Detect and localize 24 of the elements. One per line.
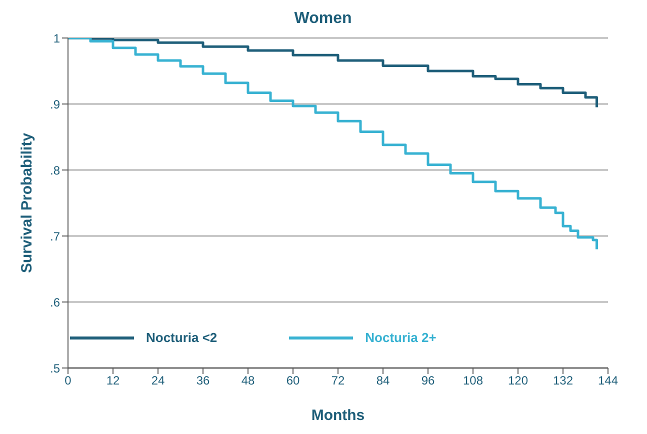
y-tick-label: .8 xyxy=(50,163,60,178)
x-tick-label: 84 xyxy=(376,374,390,388)
x-tick-label: 132 xyxy=(552,374,574,388)
y-tick-label: .6 xyxy=(50,295,60,310)
legend-label: Nocturia <2 xyxy=(144,330,220,345)
x-tick-label: 36 xyxy=(196,374,210,388)
x-axis-title: Months xyxy=(311,407,365,424)
x-tick-label: 108 xyxy=(462,374,484,388)
chart-title: Women xyxy=(293,9,353,28)
y-tick-label: .5 xyxy=(50,361,60,376)
x-tick-label: 60 xyxy=(286,374,300,388)
x-tick-label: 12 xyxy=(106,374,120,388)
legend-label: Nocturia 2+ xyxy=(363,330,438,345)
x-tick-label: 0 xyxy=(64,374,72,388)
y-tick-label: .9 xyxy=(50,97,60,112)
y-tick-label: .7 xyxy=(50,229,60,244)
y-axis-title: Survival Probability xyxy=(18,132,36,273)
x-tick-label: 144 xyxy=(598,374,618,388)
x-tick-label: 72 xyxy=(331,374,345,388)
x-tick-label: 120 xyxy=(508,374,528,388)
x-tick-label: 24 xyxy=(151,374,165,388)
y-tick-label: 1 xyxy=(53,31,60,46)
x-tick-label: 96 xyxy=(421,374,435,388)
x-tick-label: 48 xyxy=(241,374,255,388)
